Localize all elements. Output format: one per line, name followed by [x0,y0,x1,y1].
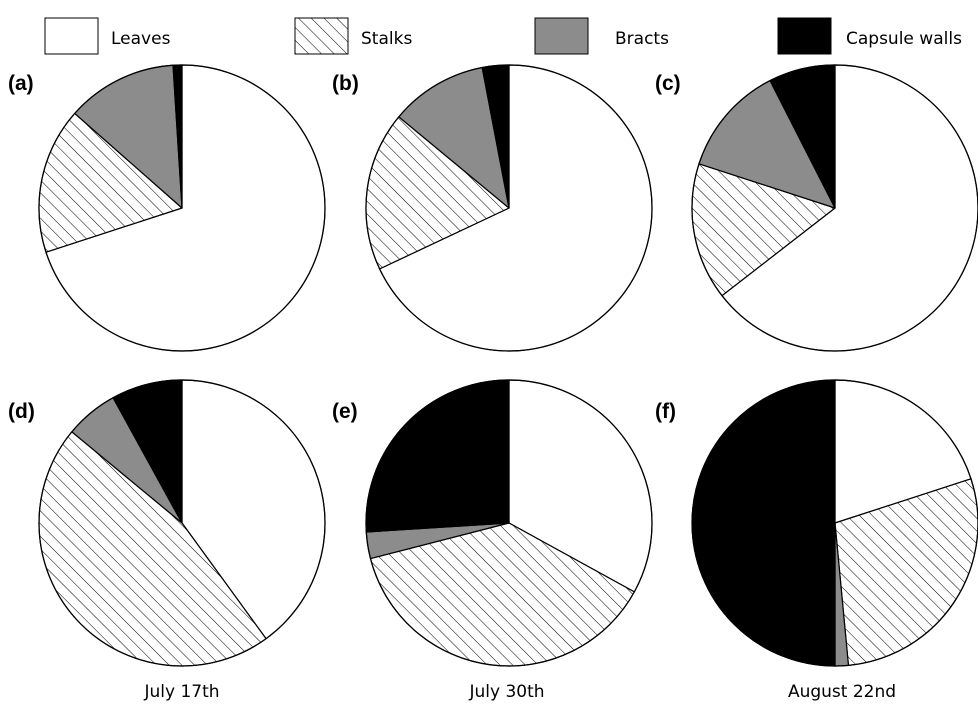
legend-item-leaves: Leaves [44,17,171,55]
legend-item-capsule-walls: Capsule walls [777,17,962,55]
pie-slice-f-capsule-walls [691,379,836,667]
pie-panel-b [365,64,653,352]
panel-label-a: (a) [8,72,34,95]
pie-outline-d [38,379,326,667]
panel-label-f: (f) [655,400,676,423]
panel-label-b: (b) [332,72,359,95]
pie-panel-c [691,64,978,352]
legend-swatch-capsule-walls [777,17,832,55]
pie-outline-c [691,64,978,352]
pie-outline-b [365,64,653,352]
panel-label-d: (d) [8,400,35,423]
pie-panel-a [38,64,326,352]
legend-swatch-bracts [534,17,589,55]
pie-slice-e-capsule-walls [365,379,510,533]
date-label-july-30: July 30th [468,682,544,702]
legend-label-bracts: Bracts [615,29,669,49]
panel-label-e: (e) [332,400,358,423]
date-label-july-17: July 17th [143,682,219,702]
legend-swatch-stalks [294,17,349,55]
pie-outline-f [691,379,978,667]
legend-label-stalks: Stalks [361,29,412,49]
pie-panel-f [691,379,978,667]
date-label-august-22: August 22nd [788,682,896,702]
pie-panel-e [365,379,653,667]
panel-label-c: (c) [655,72,681,95]
legend-swatch-leaves [44,17,99,55]
legend: Leaves Stalks Bracts Capsule walls [44,17,962,55]
legend-item-bracts: Bracts [534,17,669,55]
pie-outline-e [365,379,653,667]
pie-panel-d [38,379,326,667]
pie-outline-a [38,64,326,352]
legend-label-leaves: Leaves [111,29,171,49]
legend-item-stalks: Stalks [294,17,412,55]
legend-label-capsule-walls: Capsule walls [846,29,962,49]
